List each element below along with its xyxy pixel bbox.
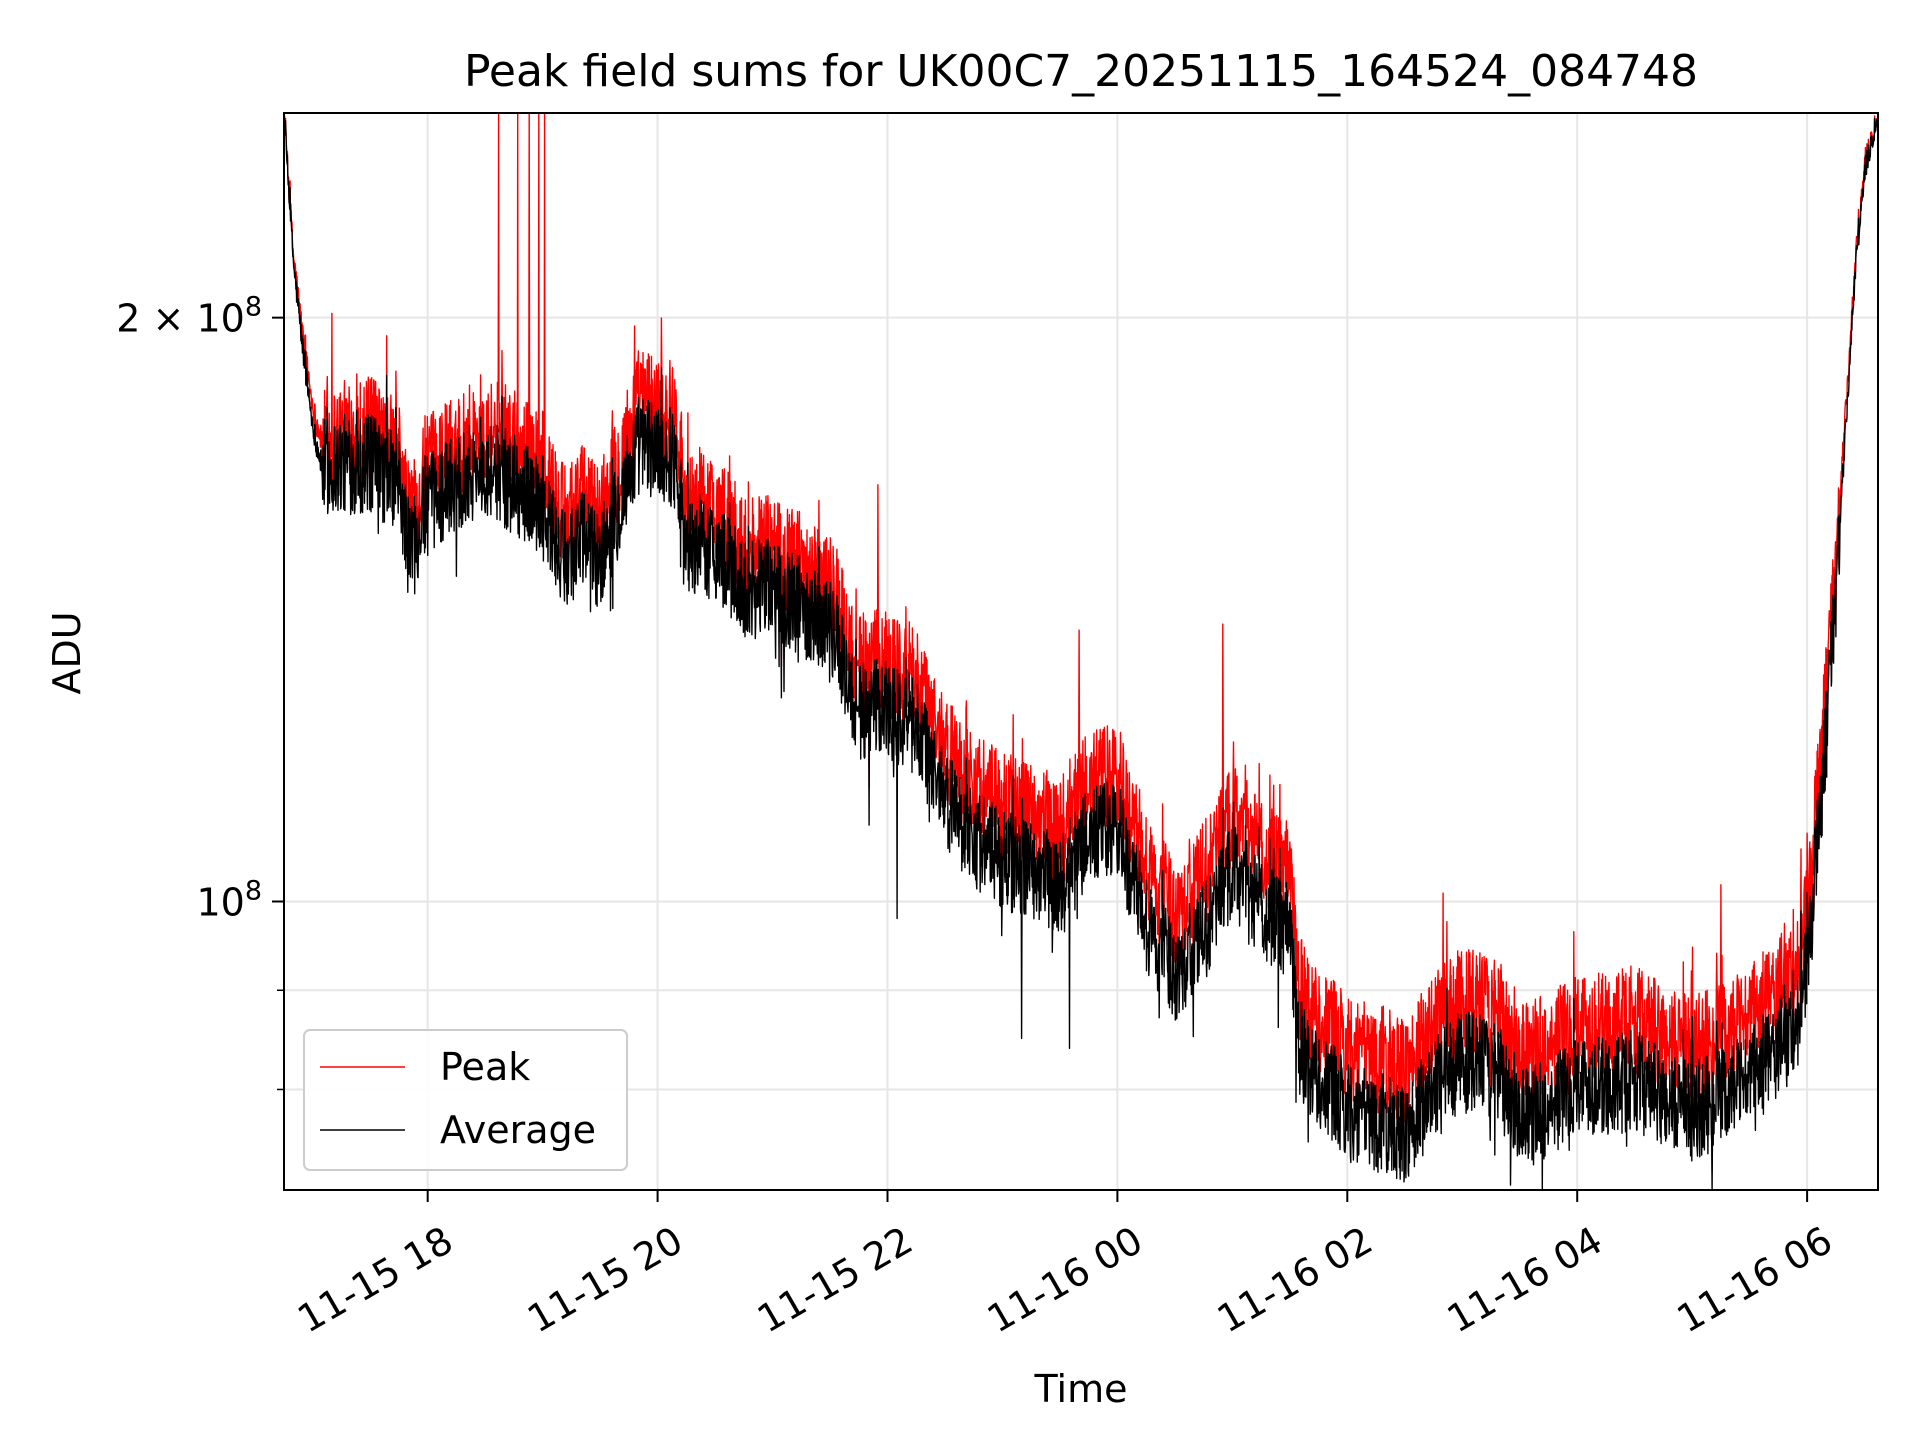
series-peak	[283, 112, 1879, 1173]
legend-label-average: Average	[440, 1108, 596, 1152]
y-axis: 108 2 × 108	[116, 292, 284, 1091]
chart-title: Peak field sums for UK00C7_20251115_1645…	[464, 46, 1698, 97]
y-tick-label: 108	[196, 876, 262, 925]
x-axis-label: Time	[1034, 1367, 1128, 1411]
y-tick-label: 2 × 108	[116, 292, 262, 341]
plot-frame	[283, 112, 1879, 1191]
series-line-peak	[283, 112, 1879, 1173]
legend-label-peak: Peak	[440, 1045, 530, 1089]
y-axis-label: ADU	[45, 611, 89, 694]
series-average	[283, 114, 1879, 1191]
legend: Peak Average	[303, 1029, 628, 1171]
series-line-average	[283, 114, 1879, 1191]
legend-box	[303, 1029, 628, 1171]
